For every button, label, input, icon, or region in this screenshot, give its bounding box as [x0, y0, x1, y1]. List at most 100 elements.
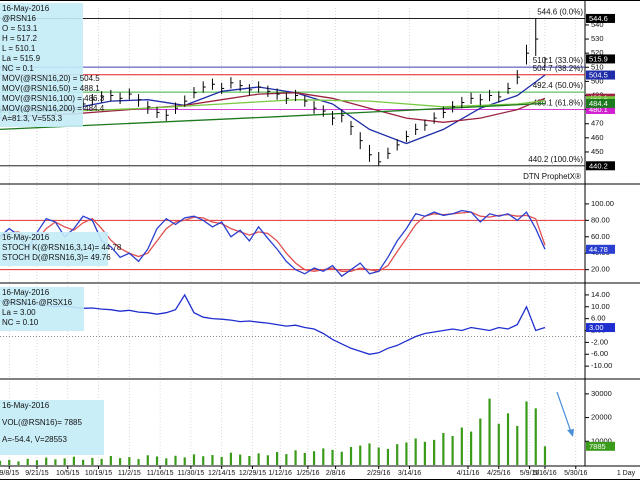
volume-bar	[396, 444, 399, 465]
y-tick-label: 530	[591, 34, 604, 43]
volume-bar	[91, 457, 94, 465]
volume-bar	[349, 446, 353, 465]
value-box	[586, 161, 615, 171]
fib-label: 492.4 (50.0%)	[533, 81, 584, 90]
x-tick-label: 1/12/16	[269, 470, 292, 477]
value-box	[586, 104, 615, 114]
volume-bar	[525, 401, 528, 465]
volume-bar	[386, 448, 390, 465]
volume-bar	[8, 459, 11, 465]
y-tick-label: 510	[591, 62, 604, 71]
x-tick-label: 5/30/16	[564, 470, 587, 477]
volume-bar	[202, 456, 205, 465]
volume-bar	[165, 458, 168, 465]
y-tick-label: 450	[591, 147, 604, 156]
volume-bar	[414, 438, 417, 465]
volume-bar	[128, 457, 131, 465]
y-tick-label: -10.00	[591, 361, 612, 370]
volume-bar	[0, 460, 2, 465]
info-line: STOCH K(@RSN16,3,14)= 44.78	[2, 243, 122, 252]
y-tick-label: 60.00	[591, 232, 610, 241]
value-box	[586, 13, 615, 23]
info-line: 16-May-2016	[2, 233, 50, 242]
y-tick-label: 520	[591, 48, 604, 57]
fib-label: 440.2 (100.0%)	[528, 155, 583, 164]
info-line: 16-May-2016	[2, 4, 50, 13]
y-tick-label: 470	[591, 119, 604, 128]
value-box-label: 440.2	[589, 161, 608, 170]
volume-bar	[100, 458, 103, 465]
x-tick-label: 5/16/16	[533, 470, 556, 477]
x-tick-label: 11/2/15	[118, 470, 141, 477]
volume-bar	[543, 446, 547, 465]
value-box	[586, 98, 615, 108]
volume-bar	[276, 451, 279, 465]
volume-bar	[155, 456, 159, 465]
fib-label: 504.7 (38.2%)	[533, 64, 584, 73]
volume-bar	[137, 459, 140, 465]
volume-bar	[460, 427, 463, 465]
value-box	[586, 70, 615, 80]
info-line: STOCH D(@RSN16,3)= 49.76	[2, 253, 111, 262]
volume-bar	[285, 454, 288, 465]
info-line: @RSN16-@RSX16	[2, 298, 73, 307]
volume-bar	[405, 442, 408, 465]
volume-bar	[211, 455, 214, 465]
value-box-label: 484.4	[589, 99, 608, 108]
x-tick-label: 11/30/15	[178, 470, 205, 477]
value-box	[586, 323, 615, 333]
info-line: MOV(@RSN16,20) = 504.5	[2, 74, 100, 83]
x-tick-label: 4/25/16	[487, 470, 510, 477]
volume-bar	[192, 454, 196, 465]
volume-bar	[479, 418, 482, 465]
x-tick-label: 2/29/16	[367, 470, 390, 477]
info-line: MOV(@RSN16,50) = 488.1	[2, 84, 100, 93]
info-line: L = 510.1	[2, 44, 36, 53]
moving-average	[0, 102, 546, 131]
value-box-label: 504.5	[589, 71, 608, 80]
value-box-label: 7885	[589, 442, 606, 451]
volume-bar	[266, 455, 269, 465]
value-box-label: 480.1	[589, 105, 608, 114]
volume-bar	[294, 450, 297, 465]
y-tick-label: 10000	[591, 436, 612, 445]
volume-bar	[516, 425, 519, 465]
volume-bar	[82, 459, 85, 465]
y-tick-label: 20.00	[591, 265, 610, 274]
y-tick-label: 14.00	[591, 290, 610, 299]
volume-bar	[312, 451, 316, 465]
volume-bar	[26, 458, 29, 465]
x-tick-label: 1/25/16	[296, 470, 319, 477]
value-box-label: 3.00	[589, 323, 604, 332]
info-line: La = 3.00	[2, 308, 36, 317]
y-tick-label: 100.00	[591, 199, 614, 208]
volume-bar	[423, 441, 426, 465]
volume-bar	[17, 461, 20, 465]
info-line: MOV(@RSN16,100) = 486.3	[2, 94, 105, 103]
fib-label: 480.1 (61.8%)	[533, 99, 584, 108]
volume-bar	[497, 423, 500, 465]
value-box-label: 44.78	[589, 245, 608, 254]
volume-bar	[322, 448, 325, 465]
info-line: 16-May-2016	[2, 288, 50, 297]
series-line	[0, 209, 546, 278]
value-box	[586, 244, 615, 254]
annotation-arrowhead	[567, 429, 574, 437]
info-line: @RSN16	[2, 14, 36, 23]
y-tick-label: 10.00	[591, 302, 610, 311]
x-tick-label: 12/14/15	[208, 470, 235, 477]
value-box	[586, 441, 615, 451]
info-line: VOL(@RSN16)= 7885	[2, 418, 82, 427]
value-box	[586, 54, 615, 64]
info-line: La = 515.9	[2, 54, 41, 63]
info-line: A=81.3, V=553.3	[2, 114, 63, 123]
y-tick-label: 500	[591, 76, 604, 85]
x-tick-label: 4/11/16	[457, 470, 480, 477]
x-tick-label: 2/8/16	[326, 470, 346, 477]
y-tick-label: 30000	[591, 389, 612, 398]
volume-bar	[239, 454, 242, 465]
info-line: NC = 0.10	[2, 318, 39, 327]
